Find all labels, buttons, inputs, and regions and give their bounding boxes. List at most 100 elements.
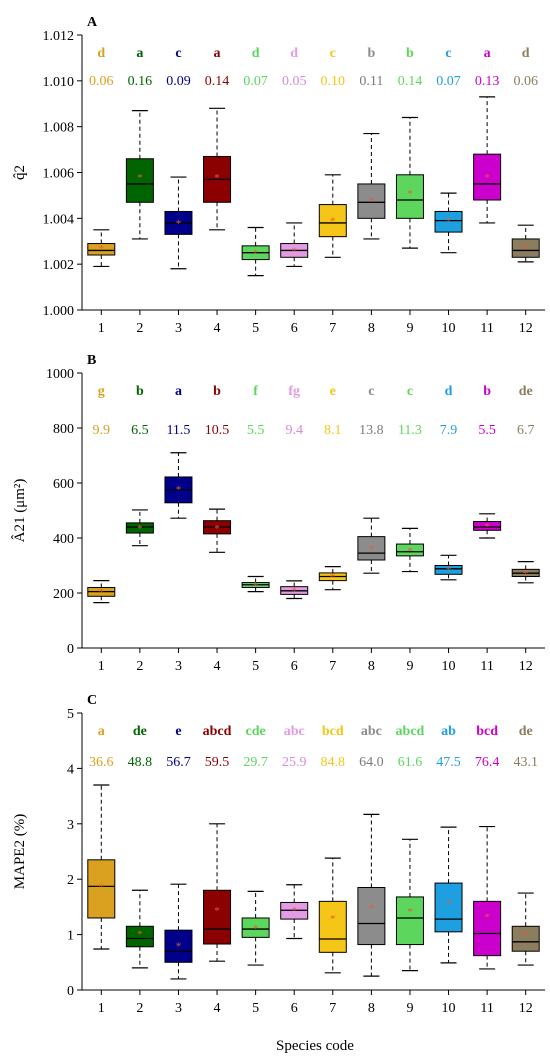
box-11 bbox=[473, 153, 502, 201]
cv-value: 9.4 bbox=[285, 423, 303, 438]
x-tick-label: 5 bbox=[252, 659, 259, 674]
significance-letter: abcd bbox=[203, 724, 232, 739]
significance-letter: a bbox=[214, 46, 221, 61]
cv-value: 0.06 bbox=[513, 74, 538, 89]
significance-letter: c bbox=[407, 384, 413, 399]
mean-marker: * bbox=[176, 941, 182, 953]
x-tick-label: 7 bbox=[329, 321, 336, 336]
significance-letter: b bbox=[406, 46, 414, 61]
significance-letter: c bbox=[368, 384, 374, 399]
mean-marker: * bbox=[176, 484, 182, 496]
x-tick-label: 3 bbox=[175, 321, 182, 336]
significance-letter: b bbox=[483, 384, 491, 399]
y-tick-label: 5 bbox=[67, 707, 74, 722]
cv-value: 59.5 bbox=[205, 755, 230, 770]
cv-value: 0.10 bbox=[321, 74, 346, 89]
significance-letter: c bbox=[330, 46, 336, 61]
y-tick-label: 1.002 bbox=[43, 258, 75, 273]
y-tick-label: 1.000 bbox=[43, 304, 75, 319]
significance-letter: de bbox=[133, 724, 147, 739]
cv-value: 56.7 bbox=[166, 755, 191, 770]
significance-letter: d bbox=[445, 384, 453, 399]
box-3 bbox=[164, 929, 193, 963]
mean-marker: * bbox=[214, 172, 220, 184]
y-tick-label: 3 bbox=[67, 818, 74, 833]
cv-value: 76.4 bbox=[475, 755, 500, 770]
box-11 bbox=[473, 521, 502, 531]
mean-marker: * bbox=[137, 172, 143, 184]
box-8 bbox=[357, 536, 386, 561]
panel-label: B bbox=[87, 353, 96, 368]
significance-letter: b bbox=[213, 384, 221, 399]
significance-letter: a bbox=[136, 46, 143, 61]
mean-marker: * bbox=[137, 928, 143, 940]
significance-letter: g bbox=[98, 384, 105, 399]
x-tick-label: 5 bbox=[252, 321, 259, 336]
significance-letter: d bbox=[522, 46, 530, 61]
mean-marker: * bbox=[369, 543, 375, 555]
x-tick-label: 8 bbox=[368, 659, 375, 674]
mean-marker: * bbox=[446, 216, 452, 228]
x-tick-label: 11 bbox=[480, 321, 493, 336]
significance-letter: bcd bbox=[322, 724, 344, 739]
cv-value: 25.9 bbox=[282, 755, 307, 770]
mean-marker: * bbox=[407, 188, 413, 200]
x-tick-label: 3 bbox=[175, 1001, 182, 1016]
box-4 bbox=[203, 889, 232, 945]
cv-value: 8.1 bbox=[324, 423, 342, 438]
x-tick-label: 9 bbox=[406, 659, 413, 674]
cv-value: 36.6 bbox=[89, 755, 114, 770]
cv-value: 0.16 bbox=[128, 74, 153, 89]
cv-value: 5.5 bbox=[247, 423, 265, 438]
x-tick-label: 8 bbox=[368, 321, 375, 336]
x-tick-label: 12 bbox=[519, 321, 533, 336]
significance-letter: abc bbox=[284, 724, 305, 739]
cv-value: 43.1 bbox=[513, 755, 538, 770]
significance-letter: fg bbox=[288, 384, 300, 399]
box-12 bbox=[511, 238, 540, 258]
y-tick-label: 1.004 bbox=[43, 212, 75, 227]
x-tick-label: 4 bbox=[214, 659, 221, 674]
significance-letter: c bbox=[175, 46, 181, 61]
mean-marker: * bbox=[369, 902, 375, 914]
x-tick-label: 6 bbox=[291, 321, 298, 336]
y-axis-label: q̂2 bbox=[12, 165, 28, 180]
cv-value: 0.11 bbox=[359, 74, 383, 89]
mean-marker: * bbox=[484, 911, 490, 923]
significance-letter: a bbox=[175, 384, 182, 399]
y-tick-label: 1.012 bbox=[43, 29, 75, 44]
x-tick-label: 3 bbox=[175, 659, 182, 674]
cv-value: 48.8 bbox=[128, 755, 153, 770]
x-tick-label: 7 bbox=[329, 659, 336, 674]
x-tick-label: 10 bbox=[442, 1001, 456, 1016]
y-tick-label: 0 bbox=[67, 984, 74, 999]
cv-value: 11.3 bbox=[398, 423, 422, 438]
box-1 bbox=[87, 243, 116, 256]
x-tick-label: 7 bbox=[329, 1001, 336, 1016]
cv-value: 0.14 bbox=[398, 74, 423, 89]
cv-value: 0.07 bbox=[243, 74, 268, 89]
box-12 bbox=[511, 925, 540, 952]
y-tick-label: 1000 bbox=[46, 367, 74, 382]
x-tick-label: 4 bbox=[214, 1001, 221, 1016]
mean-marker: * bbox=[446, 564, 452, 576]
mean-marker: * bbox=[291, 245, 297, 257]
y-axis-label: MAPE2 (%) bbox=[12, 814, 28, 889]
cv-value: 10.5 bbox=[205, 423, 230, 438]
x-tick-label: 10 bbox=[442, 321, 456, 336]
mean-marker: * bbox=[214, 905, 220, 917]
y-axis-label: Â21 (μm²) bbox=[11, 479, 28, 543]
y-tick-label: 2 bbox=[67, 873, 74, 888]
cv-value: 0.13 bbox=[475, 74, 500, 89]
mean-marker: * bbox=[253, 580, 259, 592]
mean-marker: * bbox=[99, 881, 105, 893]
y-tick-label: 1.006 bbox=[43, 167, 75, 182]
panel-label: A bbox=[87, 15, 98, 30]
box-7 bbox=[318, 204, 347, 238]
box-7 bbox=[318, 900, 347, 953]
x-tick-label: 2 bbox=[136, 1001, 143, 1016]
mean-marker: * bbox=[523, 930, 529, 942]
box-11 bbox=[473, 900, 502, 957]
y-tick-label: 4 bbox=[67, 762, 74, 777]
